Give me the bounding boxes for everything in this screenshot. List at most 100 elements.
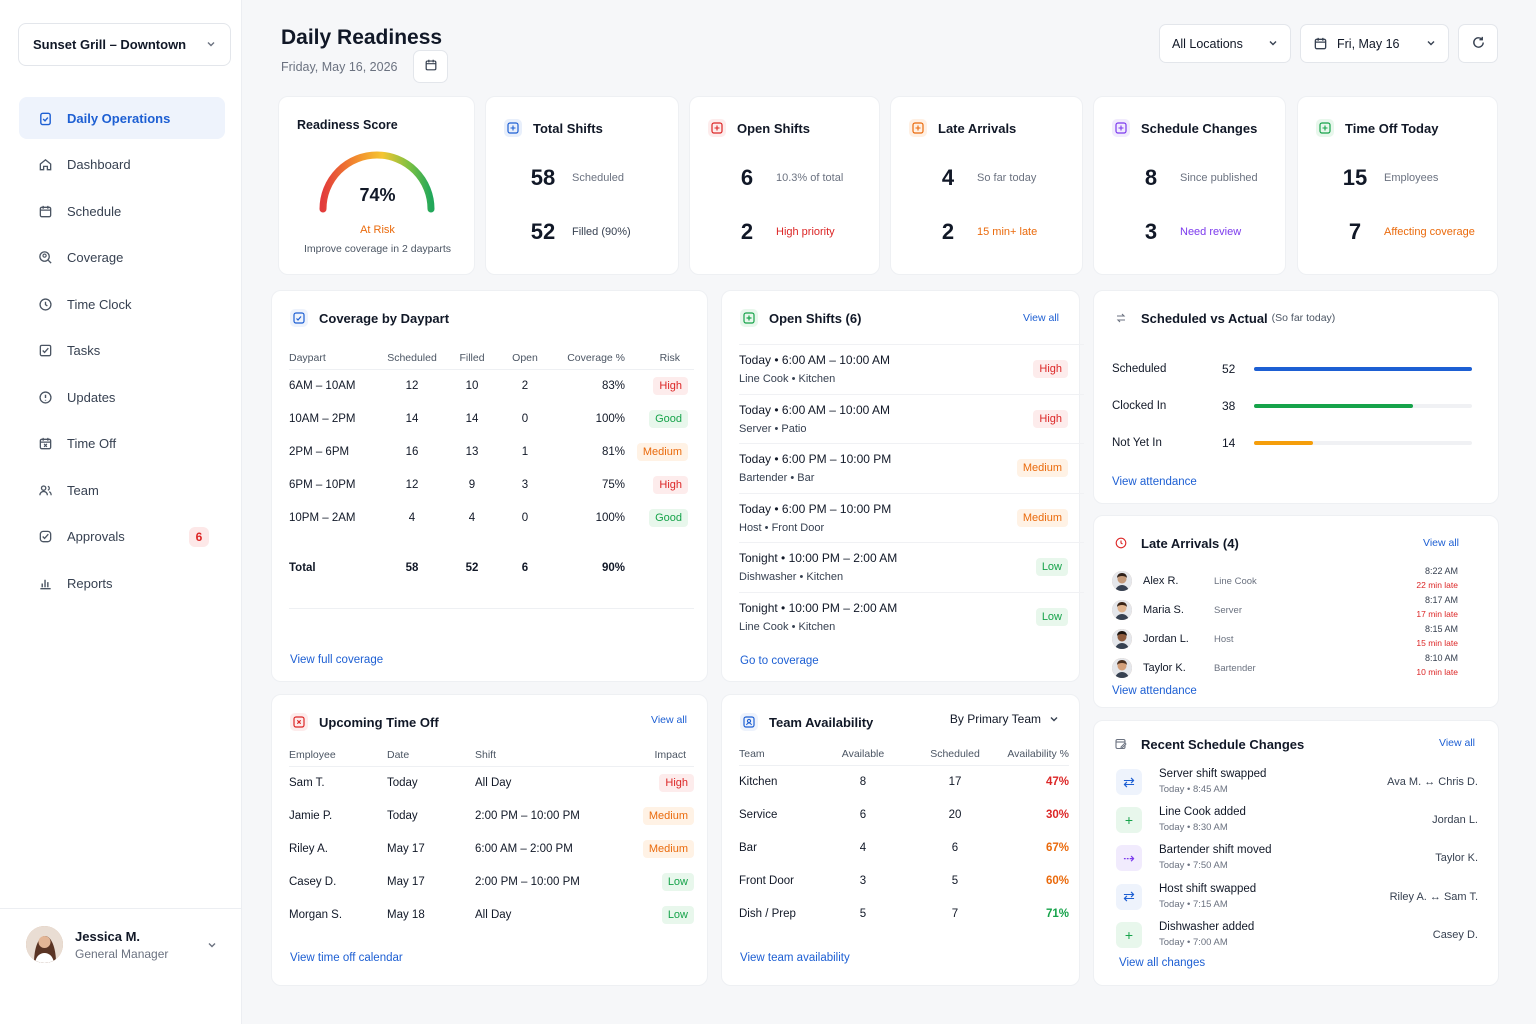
employee-role: Server	[1214, 605, 1242, 616]
list-item[interactable]: ⇄ Host shift swapped Today • 7:15 AM Riley …	[1116, 880, 1481, 918]
sidebar-item-time-clock[interactable]: Time Clock	[19, 283, 225, 325]
kpi-title: Time Off Today	[1345, 120, 1439, 136]
list-item[interactable]: Taylor K. Bartender 8:10 AM 10 min late	[1112, 653, 1474, 683]
list-item[interactable]: ⇄ Server shift swapped Today • 8:45 AM Ava …	[1116, 765, 1481, 803]
kpi-secondary-value: 2	[941, 219, 955, 244]
sidebar-item-label: Updates	[67, 389, 116, 405]
go-to-coverage-link[interactable]: Go to coverage	[740, 655, 819, 667]
list-item[interactable]: + Line Cook added Today • 8:30 AM Jordan L.	[1116, 803, 1481, 841]
calendar-x-icon	[290, 713, 308, 731]
sidebar-item-approvals[interactable]: Approvals 6	[19, 516, 225, 558]
table-row[interactable]: Front Door 3 5 60%	[739, 864, 1069, 897]
late-arrivals-card: Late Arrivals (4) View all View attendan…	[1093, 515, 1499, 708]
kpi-title: Open Shifts	[737, 120, 810, 136]
list-item[interactable]: Tonight • 10:00 PM – 2:00 AM Line Cook • …	[739, 592, 1084, 641]
table-cell: 9	[468, 478, 476, 491]
list-item[interactable]: Alex R. Line Cook 8:22 AM 22 min late	[1112, 566, 1474, 596]
view-full-coverage-link[interactable]: View full coverage	[290, 654, 384, 666]
change-time: Today • 7:50 AM	[1159, 860, 1228, 872]
view-team-availability-link[interactable]: View team availability	[740, 952, 850, 964]
team-availability-title: Team Availability	[769, 714, 874, 730]
sidebar-item-label: Reports	[67, 575, 113, 591]
risk-badge: Good	[649, 508, 688, 527]
view-attendance-link[interactable]: View attendance	[1112, 476, 1197, 488]
table-cell: Service	[739, 808, 778, 821]
sidebar-item-daily-operations[interactable]: Daily Operations	[19, 97, 225, 139]
clock-alert-icon	[1112, 534, 1130, 552]
change-people: Ava M. ↔ Chris D.	[1387, 776, 1478, 788]
column-header: Open	[512, 351, 538, 364]
sidebar-item-reports[interactable]: Reports	[19, 562, 225, 604]
date-filter[interactable]: Fri, May 16	[1300, 24, 1449, 63]
list-item[interactable]: ⇢ Bartender shift moved Today • 7:50 AM Tay…	[1116, 841, 1481, 879]
table-row[interactable]: Kitchen 8 17 47%	[739, 765, 1069, 798]
sidebar-item-label: Coverage	[67, 250, 124, 265]
time-off-view-all-link[interactable]: View all	[651, 714, 687, 726]
impact-badge: Low	[661, 905, 694, 924]
kpi-primary-value: 15	[1342, 165, 1368, 190]
readiness-title: Readiness Score	[297, 118, 398, 132]
list-item[interactable]: Maria S. Server 8:17 AM 17 min late	[1112, 595, 1474, 625]
bar-row: Clocked In 38	[1112, 399, 1482, 413]
kpi-card: Late Arrivals 4 So far today 2 15 min+ late	[890, 96, 1083, 275]
late-arrivals-view-attendance-link[interactable]: View attendance	[1112, 685, 1197, 697]
table-cell: 8	[859, 775, 867, 788]
bar-fill	[1254, 367, 1472, 371]
table-cell: 10PM – 2AM	[289, 511, 356, 524]
clipboard-check-icon	[37, 110, 53, 126]
view-all-changes-link[interactable]: View all changes	[1119, 957, 1206, 969]
table-cell: 0	[521, 511, 529, 524]
arrival-time: 8:17 AM	[1424, 595, 1458, 605]
coverage-icon	[290, 309, 308, 327]
refresh-button[interactable]	[1458, 24, 1498, 63]
bar-chart-icon	[37, 575, 53, 591]
sidebar-item-coverage[interactable]: Coverage	[19, 237, 225, 279]
time-off-table: Employee Date Shift Impact Sam T. Today Al…	[289, 744, 694, 931]
location-select[interactable]: Sunset Grill – Downtown	[18, 23, 231, 66]
open-shifts-view-all-link[interactable]: View all	[1023, 312, 1059, 324]
table-row[interactable]: Dish / Prep 5 7 71%	[739, 897, 1069, 930]
list-item[interactable]: Today • 6:00 PM – 10:00 PM Bartender • Ba…	[739, 443, 1084, 492]
chevron-down-icon[interactable]	[207, 939, 217, 953]
list-item[interactable]: Jordan L. Host 8:15 AM 15 min late	[1112, 624, 1474, 654]
location-filter[interactable]: All Locations	[1159, 24, 1291, 63]
kpi-secondary-label: Affecting coverage	[1384, 226, 1475, 238]
list-item[interactable]: Today • 6:00 PM – 10:00 PM Host • Front D…	[739, 492, 1084, 542]
team-filter-dropdown[interactable]: By Primary Team	[950, 712, 1059, 726]
list-item[interactable]: Today • 6:00 AM – 10:00 AM Line Cook • Ki…	[739, 344, 1084, 393]
list-item[interactable]: + Dishwasher added Today • 7:00 AM Casey D.	[1116, 918, 1481, 956]
sidebar-item-updates[interactable]: Updates	[19, 376, 225, 418]
list-item[interactable]: Tonight • 10:00 PM – 2:00 AM Dishwasher •…	[739, 542, 1084, 591]
user-profile[interactable]: Jessica M. General Manager	[0, 908, 241, 980]
column-header: Shift	[475, 748, 497, 761]
bar-value: 38	[1222, 399, 1236, 413]
bar-row: Not Yet In 14	[1112, 436, 1482, 450]
table-row[interactable]: Bar 4 6 67%	[739, 831, 1069, 864]
table-row[interactable]: Sam T. Today All Day High	[289, 766, 694, 799]
table-row[interactable]: Casey D. May 17 2:00 PM – 10:00 PM Low	[289, 865, 694, 898]
priority-badge: Low	[1035, 608, 1068, 626]
sidebar-item-tasks[interactable]: Tasks	[19, 330, 225, 372]
list-item[interactable]: Today • 6:00 AM – 10:00 AM Server • Patio…	[739, 393, 1084, 443]
chevron-down-icon	[1426, 37, 1436, 51]
sidebar-item-team[interactable]: Team	[19, 469, 225, 511]
late-arrivals-title: Late Arrivals (4)	[1141, 535, 1239, 551]
late-arrivals-view-all-link[interactable]: View all	[1423, 537, 1459, 549]
late-duration: 17 min late	[1416, 609, 1458, 619]
table-row[interactable]: Morgan S. May 18 All Day Low	[289, 898, 694, 931]
sidebar-item-dashboard[interactable]: Dashboard	[19, 144, 225, 186]
sidebar-item-time-off[interactable]: Time Off	[19, 423, 225, 465]
view-time-off-calendar-link[interactable]: View time off calendar	[290, 952, 403, 964]
kpi-title: Total Shifts	[533, 120, 603, 136]
approvals-count-badge: 6	[189, 526, 209, 547]
sidebar-item-schedule[interactable]: Schedule	[19, 190, 225, 232]
table-row[interactable]: Riley A. May 17 6:00 AM – 2:00 PM Medium	[289, 832, 694, 865]
bar-track	[1254, 441, 1472, 445]
calendar-button[interactable]	[413, 50, 448, 83]
table-row[interactable]: Jamie P. Today 2:00 PM – 10:00 PM Medium	[289, 799, 694, 832]
table-cell: 6PM – 10PM	[289, 478, 356, 491]
recent-changes-view-all-link[interactable]: View all	[1439, 737, 1475, 749]
table-cell: 2:00 PM – 10:00 PM	[475, 875, 580, 888]
bar-track	[1254, 404, 1472, 408]
table-row[interactable]: Service 6 20 30%	[739, 798, 1069, 831]
